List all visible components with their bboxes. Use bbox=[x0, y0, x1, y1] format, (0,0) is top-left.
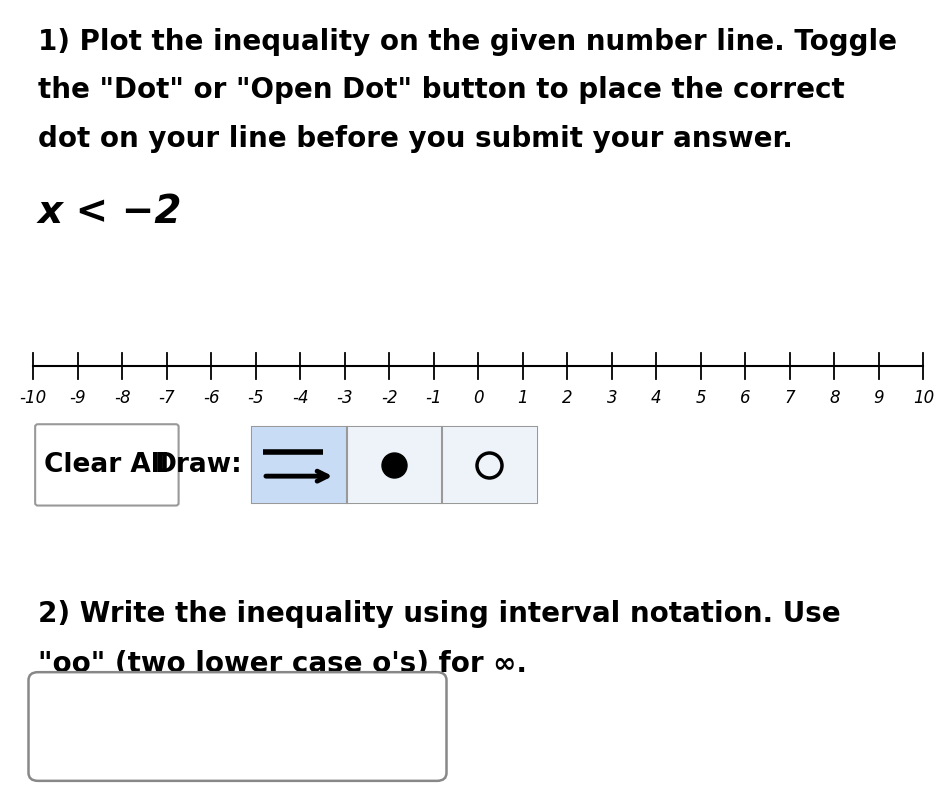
Text: -10: -10 bbox=[20, 389, 47, 407]
Text: Draw:: Draw: bbox=[155, 452, 242, 478]
FancyBboxPatch shape bbox=[28, 672, 446, 781]
Text: 7: 7 bbox=[785, 389, 795, 407]
Text: -5: -5 bbox=[247, 389, 264, 407]
FancyBboxPatch shape bbox=[347, 427, 442, 503]
Text: -7: -7 bbox=[159, 389, 175, 407]
Text: -9: -9 bbox=[69, 389, 86, 407]
FancyBboxPatch shape bbox=[442, 427, 537, 503]
Text: "oo" (two lower case o's) for ∞.: "oo" (two lower case o's) for ∞. bbox=[38, 650, 527, 678]
Text: Clear All: Clear All bbox=[45, 452, 169, 478]
Text: -6: -6 bbox=[203, 389, 219, 407]
Text: -1: -1 bbox=[426, 389, 442, 407]
Text: 4: 4 bbox=[651, 389, 661, 407]
Text: 2: 2 bbox=[562, 389, 573, 407]
Text: the "Dot" or "Open Dot" button to place the correct: the "Dot" or "Open Dot" button to place … bbox=[38, 76, 845, 105]
Text: x < −2: x < −2 bbox=[38, 193, 182, 231]
FancyBboxPatch shape bbox=[252, 427, 537, 503]
Text: 1) Plot the inequality on the given number line. Toggle: 1) Plot the inequality on the given numb… bbox=[38, 28, 897, 56]
Text: -8: -8 bbox=[114, 389, 130, 407]
FancyBboxPatch shape bbox=[252, 427, 347, 503]
Text: dot on your line before you submit your answer.: dot on your line before you submit your … bbox=[38, 125, 793, 153]
Text: 5: 5 bbox=[695, 389, 706, 407]
Text: 2) Write the inequality using interval notation. Use: 2) Write the inequality using interval n… bbox=[38, 600, 841, 628]
Text: 6: 6 bbox=[740, 389, 751, 407]
Text: 0: 0 bbox=[473, 389, 484, 407]
Text: 9: 9 bbox=[874, 389, 884, 407]
FancyBboxPatch shape bbox=[35, 424, 179, 506]
Text: 10: 10 bbox=[913, 389, 934, 407]
Text: 1: 1 bbox=[518, 389, 528, 407]
Text: -4: -4 bbox=[292, 389, 309, 407]
Text: 3: 3 bbox=[606, 389, 618, 407]
Text: -2: -2 bbox=[381, 389, 398, 407]
Text: 8: 8 bbox=[829, 389, 840, 407]
Text: -3: -3 bbox=[336, 389, 353, 407]
